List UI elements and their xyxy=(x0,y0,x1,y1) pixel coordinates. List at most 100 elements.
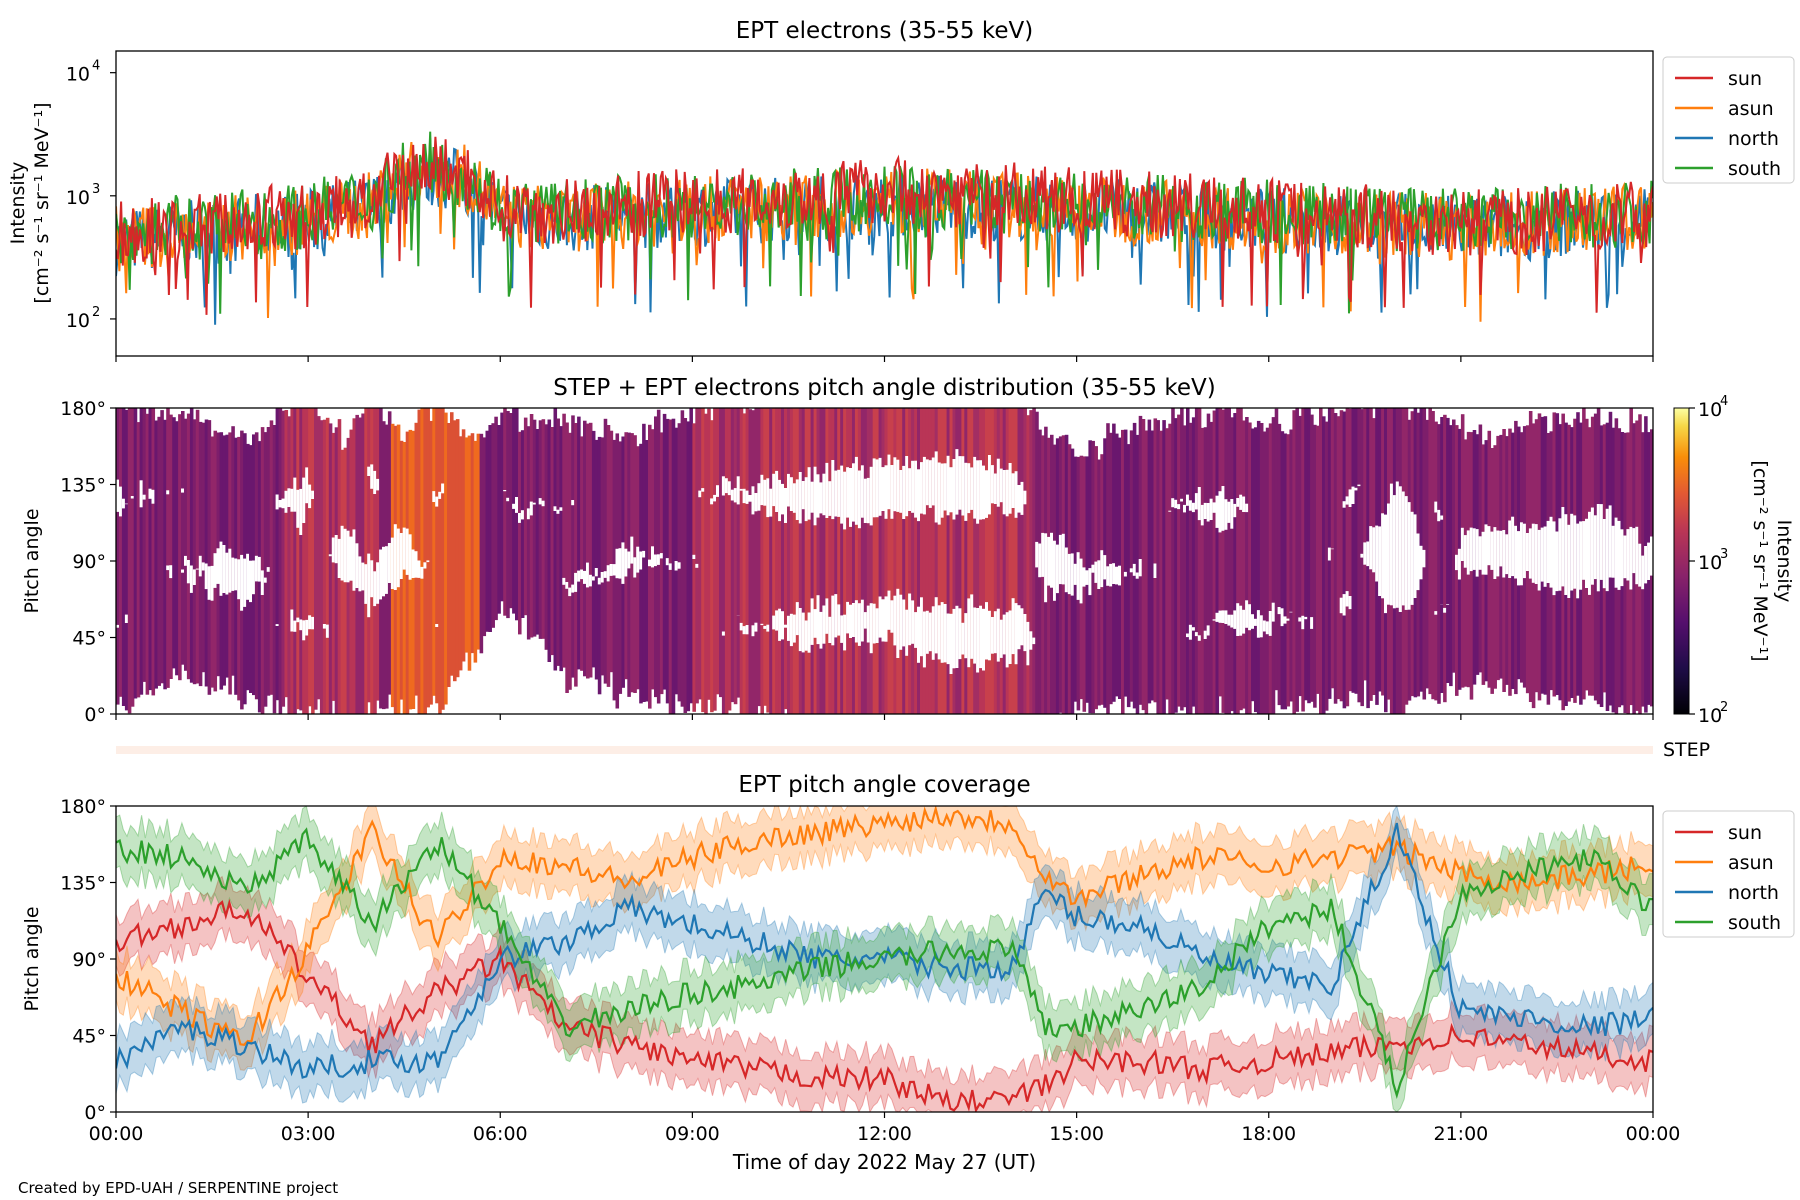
heatmap-column xyxy=(680,410,685,707)
heatmap-gap xyxy=(370,464,374,489)
heatmap-column xyxy=(1212,410,1217,714)
heatmap-gap xyxy=(243,558,247,607)
heatmap-gap xyxy=(583,570,587,584)
heatmap-column xyxy=(1265,427,1270,714)
heatmap-gap xyxy=(934,597,939,654)
heatmap-column xyxy=(1183,425,1187,708)
heatmap-gap xyxy=(1005,612,1010,668)
heatmap-gap xyxy=(1017,485,1022,513)
heatmap-gap xyxy=(559,507,563,511)
heatmap-column xyxy=(308,408,312,707)
heatmap-column xyxy=(317,416,321,700)
heatmap-gap xyxy=(1224,499,1228,530)
heatmap-gap xyxy=(884,465,889,519)
heatmap-column xyxy=(497,425,501,614)
heatmap-gap xyxy=(976,608,980,673)
heatmap-gap xyxy=(751,486,756,515)
heatmap-gap xyxy=(958,608,962,660)
heatmap-column xyxy=(1197,408,1202,714)
heatmap-gap xyxy=(541,500,546,507)
heatmap-column xyxy=(1029,410,1033,714)
heatmap-gap xyxy=(1593,515,1598,580)
heatmap-column xyxy=(116,408,120,705)
heatmap-gap xyxy=(840,615,844,643)
heatmap-column xyxy=(305,408,309,714)
heatmap-column xyxy=(376,408,380,701)
heatmap-column xyxy=(591,430,596,668)
heatmap-column xyxy=(1292,410,1296,714)
heatmap-column xyxy=(837,408,841,714)
heatmap-gap xyxy=(819,482,824,514)
heatmap-gap xyxy=(979,605,983,669)
heatmap-gap xyxy=(518,513,522,523)
heatmap-gap xyxy=(1168,510,1172,512)
heatmap-gap xyxy=(1197,487,1202,521)
heatmap-gap xyxy=(1206,503,1211,522)
heatmap-gap xyxy=(656,554,661,565)
heatmap-gap xyxy=(1520,522,1524,586)
heatmap-gap xyxy=(988,610,992,661)
heatmap-gap xyxy=(1212,619,1217,621)
heatmap-column xyxy=(529,414,534,638)
heatmap-gap xyxy=(878,596,883,638)
heatmap-gap xyxy=(1254,618,1258,626)
heatmap-column xyxy=(133,408,138,699)
colorbar xyxy=(1673,407,1690,715)
heatmap-gap xyxy=(1401,491,1406,606)
heatmap-column xyxy=(600,437,605,676)
heatmap-column xyxy=(494,416,498,621)
heatmap-column xyxy=(1268,423,1273,714)
panel3-y-ticks: 180° 135° 90° 45° 0° xyxy=(60,796,116,1124)
heatmap-gap xyxy=(624,548,628,577)
heatmap-gap xyxy=(795,602,800,636)
heatmap-gap xyxy=(949,467,954,513)
heatmap-gap xyxy=(1112,563,1116,584)
heatmap-gap xyxy=(928,460,933,508)
x-tick-label: 06:00 xyxy=(473,1123,528,1145)
heatmap-column xyxy=(701,408,705,713)
heatmap-gap xyxy=(263,577,268,583)
heatmap-column xyxy=(760,408,764,714)
heatmap-column xyxy=(754,408,758,714)
heatmap-gap xyxy=(1085,570,1090,585)
heatmap-column xyxy=(922,408,927,714)
heatmap-gap xyxy=(1354,487,1359,491)
heatmap-gap xyxy=(698,490,702,498)
heatmap-gap xyxy=(875,459,880,518)
heatmap-gap xyxy=(1233,610,1237,629)
heatmap-column xyxy=(1162,420,1166,714)
heatmap-gap xyxy=(376,478,380,491)
heatmap-gap xyxy=(917,606,921,663)
heatmap-column xyxy=(733,408,738,705)
heatmap-gap xyxy=(367,553,371,618)
heatmap-gap xyxy=(1629,526,1633,590)
heatmap-gap xyxy=(1611,525,1616,578)
heatmap-column xyxy=(990,408,995,714)
heatmap-gap xyxy=(281,498,286,509)
heatmap-gap xyxy=(1626,529,1630,581)
heatmap-gap xyxy=(1020,481,1025,515)
heatmap-gap xyxy=(973,607,977,664)
heatmap-gap xyxy=(1088,568,1092,596)
heatmap-column xyxy=(467,435,472,671)
heatmap-gap xyxy=(340,525,345,581)
heatmap-gap xyxy=(1079,558,1084,604)
heatmap-gap xyxy=(751,625,756,637)
heatmap-column xyxy=(1174,418,1178,713)
heatmap-gap xyxy=(949,613,954,674)
heatmap-column xyxy=(1256,420,1261,714)
heatmap-gap xyxy=(1360,553,1364,558)
heatmap-gap xyxy=(1638,543,1642,587)
heatmap-gap xyxy=(849,468,853,527)
colorbar-tick-exponent: 2 xyxy=(1720,700,1728,715)
heatmap-gap xyxy=(302,620,306,641)
heatmap-column xyxy=(979,408,983,714)
colorbar-label-line2: [cm⁻² s⁻¹ sr⁻¹ MeV⁻¹] xyxy=(1749,460,1771,661)
heatmap-gap xyxy=(151,489,156,504)
heatmap-column xyxy=(145,413,150,695)
heatmap-column xyxy=(787,408,791,714)
heatmap-column xyxy=(429,420,433,705)
heatmap-gap xyxy=(967,463,971,514)
